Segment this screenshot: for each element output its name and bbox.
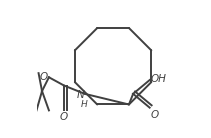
- Text: OH: OH: [150, 74, 166, 84]
- Text: H: H: [81, 100, 88, 109]
- Text: O: O: [150, 110, 158, 120]
- Text: N: N: [77, 90, 85, 99]
- Text: O: O: [59, 112, 68, 122]
- Text: O: O: [40, 72, 48, 82]
